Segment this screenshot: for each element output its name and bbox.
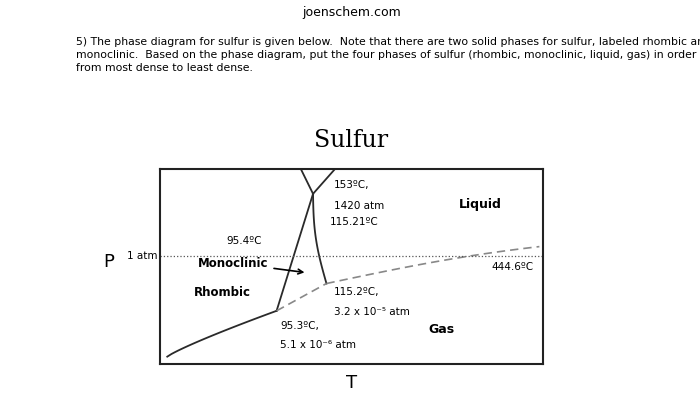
Text: Rhombic: Rhombic	[194, 286, 251, 299]
Text: Gas: Gas	[428, 323, 454, 336]
Text: 5.1 x 10⁻⁶ atm: 5.1 x 10⁻⁶ atm	[281, 340, 356, 350]
Text: 1420 atm: 1420 atm	[334, 201, 384, 211]
Text: Sulfur: Sulfur	[314, 129, 389, 152]
Text: 115.21ºC: 115.21ºC	[330, 217, 379, 227]
Text: Liquid: Liquid	[458, 198, 502, 211]
Text: 3.2 x 10⁻⁵ atm: 3.2 x 10⁻⁵ atm	[334, 307, 410, 317]
Text: monoclinic.  Based on the phase diagram, put the four phases of sulfur (rhombic,: monoclinic. Based on the phase diagram, …	[76, 50, 696, 60]
Text: T: T	[346, 374, 357, 392]
Text: 95.3ºC,: 95.3ºC,	[281, 321, 319, 331]
Text: P: P	[103, 253, 114, 271]
Text: 1 atm: 1 atm	[127, 251, 158, 261]
Text: 444.6ºC: 444.6ºC	[491, 262, 533, 272]
Text: 5) The phase diagram for sulfur is given below.  Note that there are two solid p: 5) The phase diagram for sulfur is given…	[76, 37, 700, 47]
Text: 153ºC,: 153ºC,	[334, 180, 370, 190]
Text: 95.4ºC: 95.4ºC	[227, 236, 262, 245]
Text: Monoclinic: Monoclinic	[198, 256, 302, 274]
Text: from most dense to least dense.: from most dense to least dense.	[76, 63, 253, 72]
Text: joenschem.com: joenschem.com	[302, 6, 401, 19]
Text: 115.2ºC,: 115.2ºC,	[334, 287, 379, 297]
